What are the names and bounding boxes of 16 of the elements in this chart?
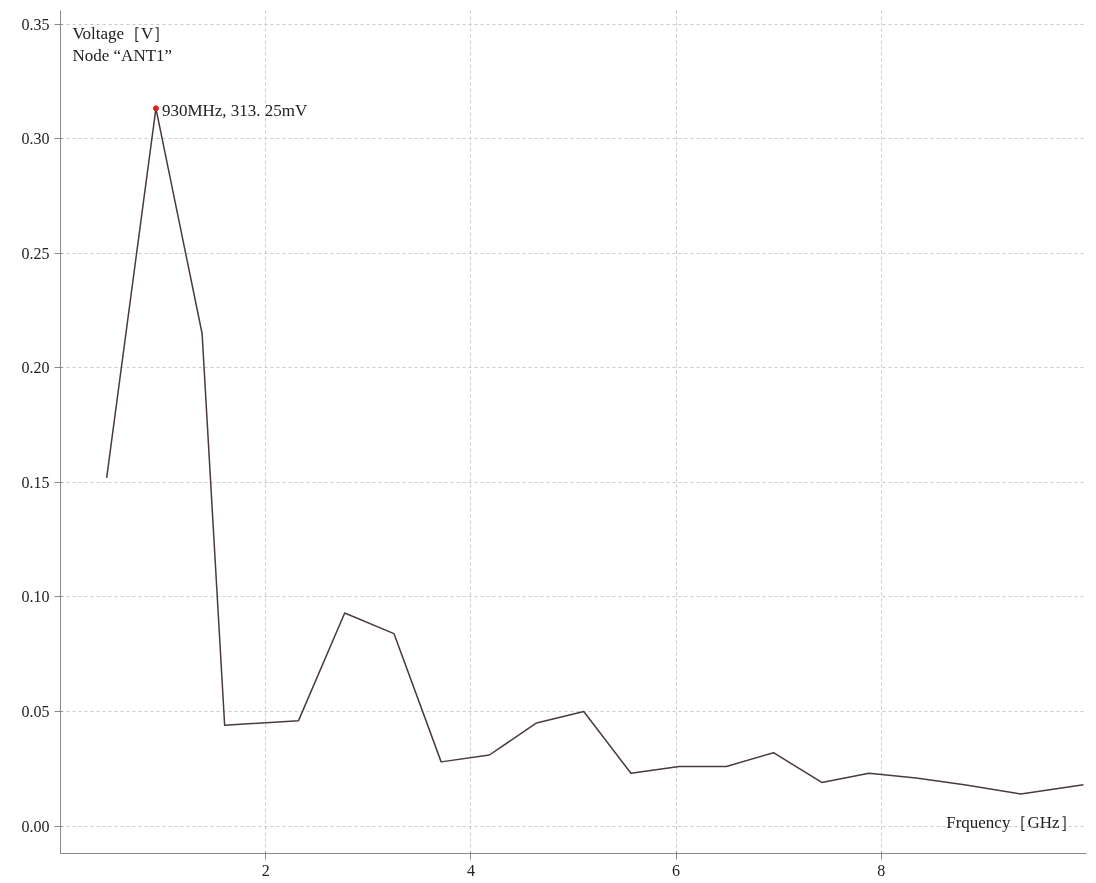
x-axis-title: Frquency［GHz］ — [946, 812, 1077, 832]
annotation: 930MHz, 313. 25mV — [161, 100, 309, 120]
x-tick-label: 4 — [466, 861, 475, 879]
y-axis-title: Voltage［V］ — [72, 23, 171, 43]
y-tick-label: 0.20 — [21, 359, 50, 377]
annotation: Node “ANT1” — [72, 45, 173, 65]
y-tick-label: 0.15 — [21, 473, 50, 491]
x-tick-label: 2 — [261, 861, 270, 879]
x-tick-label: 6 — [672, 861, 681, 879]
x-tick-label: 8 — [877, 861, 886, 879]
y-tick-label: 0.05 — [21, 702, 50, 720]
y-tick-label: 0.10 — [21, 588, 50, 606]
y-tick-label: 0.25 — [21, 244, 50, 262]
y-tick-label: 0.30 — [21, 130, 50, 148]
y-tick-label: 0.35 — [21, 15, 50, 33]
y-tick-label: 0.00 — [21, 817, 50, 835]
